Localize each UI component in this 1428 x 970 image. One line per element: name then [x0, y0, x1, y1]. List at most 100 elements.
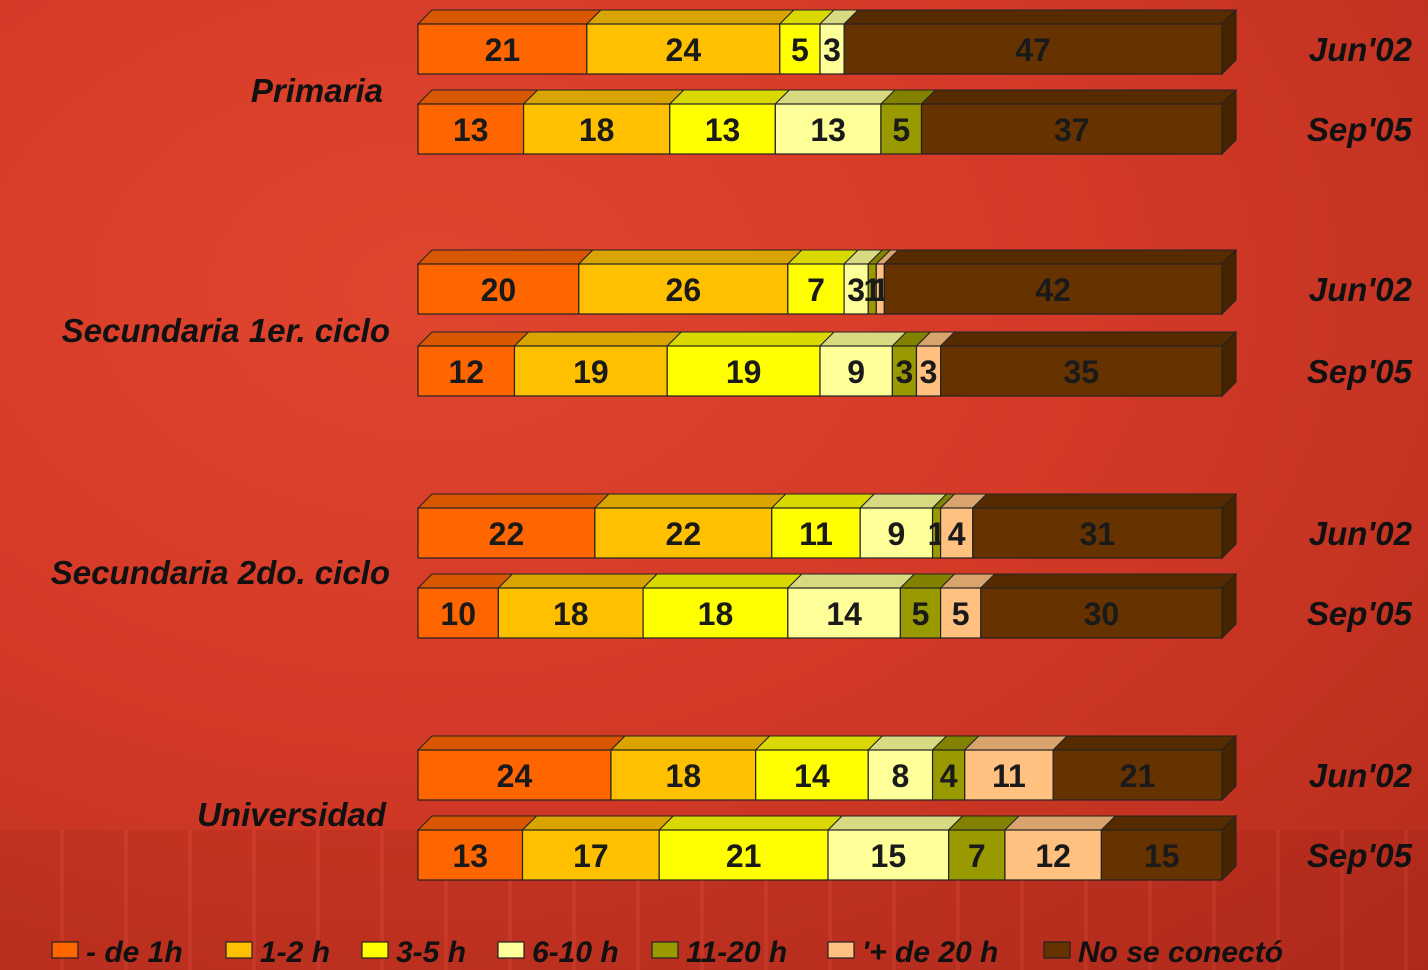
- bar-segment: [521, 829, 660, 881]
- bar-value-label: 26: [666, 272, 702, 308]
- bar-value-label: 22: [666, 516, 702, 552]
- bar-value-label: 20: [481, 272, 517, 308]
- bar-value-label: 17: [573, 838, 609, 874]
- bar-segment-top: [770, 493, 876, 509]
- bar-segment-top: [1003, 815, 1117, 831]
- bar-segment: [666, 345, 821, 397]
- bar-segment: [843, 23, 1223, 75]
- bar-value-label: 47: [1015, 32, 1051, 68]
- bar-segment: [920, 103, 1223, 155]
- bar-side-face: [1221, 734, 1237, 802]
- bar-segment: [755, 749, 869, 801]
- bar-segment: [964, 749, 1054, 801]
- bar-segment: [417, 23, 588, 75]
- bar-value-label: 18: [579, 112, 615, 148]
- bar-segment: [669, 103, 776, 155]
- bar-segment-top: [826, 815, 964, 831]
- bar-value-label: 13: [810, 112, 846, 148]
- bar-value-label: 21: [1120, 758, 1156, 794]
- bar-segment-top: [786, 573, 916, 589]
- bar-side-face: [1221, 248, 1237, 316]
- bar-segment-top: [416, 573, 514, 589]
- bar-segment: [578, 263, 789, 315]
- bar-segment: [417, 587, 500, 639]
- bar-segment: [819, 23, 845, 75]
- bar-value-label: 10: [440, 596, 476, 632]
- bar-segment: [417, 829, 524, 881]
- bar-segment: [774, 103, 882, 155]
- bar-value-label: 19: [573, 354, 609, 390]
- bar-segment-top: [939, 331, 1238, 347]
- bar-side-face: [1221, 330, 1237, 398]
- bar-segment: [417, 103, 525, 155]
- bar-segment: [586, 23, 781, 75]
- bar-value-label: 4: [948, 516, 966, 552]
- bar-segment: [771, 507, 861, 559]
- bar-side-face: [1221, 572, 1237, 640]
- bar-value-label: 3: [920, 354, 938, 390]
- bar-value-label: 18: [698, 596, 734, 632]
- bar-value-label: 14: [826, 596, 862, 632]
- bar-segment: [513, 345, 668, 397]
- group-label: Secundaria 2do. ciclo: [51, 554, 390, 591]
- legend-swatch: [361, 941, 389, 959]
- bar-segment-top: [522, 89, 685, 105]
- legend-swatch: [225, 941, 253, 959]
- bar-segment-top: [513, 331, 683, 347]
- legend-swatch: [51, 941, 79, 959]
- bar-segment: [1100, 829, 1223, 881]
- bar-value-label: 3: [896, 354, 914, 390]
- period-label: Sep'05: [1307, 111, 1413, 148]
- bar-segment: [1004, 829, 1102, 881]
- bar-segment-top: [416, 9, 603, 25]
- period-label: Jun'02: [1309, 271, 1413, 308]
- bar-side-face: [1221, 8, 1237, 76]
- bar-segment: [972, 507, 1223, 559]
- bar-segment-top: [754, 735, 884, 751]
- bar-segment-top: [774, 89, 897, 105]
- bar-segment: [939, 345, 1223, 397]
- bar-value-label: 9: [847, 354, 865, 390]
- bar-segment: [1052, 749, 1223, 801]
- bar-value-label: 42: [1035, 272, 1071, 308]
- bar-segment-top: [668, 89, 791, 105]
- bar-segment: [417, 345, 516, 397]
- group-label: Secundaria 1er. ciclo: [62, 312, 390, 349]
- bar-segment: [497, 587, 644, 639]
- legend-label: 3-5 h: [396, 936, 466, 969]
- bar-segment: [417, 507, 596, 559]
- group-label: Primaria: [251, 72, 383, 109]
- bar-value-label: 13: [452, 838, 488, 874]
- bar-value-label: 24: [497, 758, 533, 794]
- bar-segment: [819, 345, 893, 397]
- bar-segment-top: [416, 249, 595, 265]
- bar-segment-top: [416, 89, 539, 105]
- bar-segment: [787, 587, 902, 639]
- bar-value-label: 3: [847, 272, 865, 308]
- bar-segment: [931, 749, 966, 801]
- bar-value-label: 5: [892, 112, 910, 148]
- legend-swatch: [1043, 941, 1071, 959]
- bar-value-label: 7: [807, 272, 825, 308]
- bar-segment-top: [1100, 815, 1238, 831]
- bar-value-label: 15: [1144, 838, 1180, 874]
- bar-segment-top: [842, 9, 1238, 25]
- bar-segment-top: [416, 815, 538, 831]
- bar-segment: [827, 829, 950, 881]
- bar-value-label: 11: [992, 758, 1026, 794]
- period-label: Sep'05: [1307, 353, 1413, 390]
- bar-value-label: 22: [489, 516, 525, 552]
- bar-segment: [787, 263, 845, 315]
- legend-swatch: [827, 941, 855, 959]
- bar-value-label: 18: [666, 758, 702, 794]
- legend-label: 11-20 h: [686, 936, 787, 969]
- legend-label: '+ de 20 h: [862, 936, 998, 969]
- bar-segment: [779, 23, 821, 75]
- period-label: Jun'02: [1309, 31, 1413, 68]
- bar-segment: [867, 749, 934, 801]
- bar-segment: [948, 829, 1006, 881]
- bar-segment-top: [416, 493, 611, 509]
- bar-segment: [880, 103, 923, 155]
